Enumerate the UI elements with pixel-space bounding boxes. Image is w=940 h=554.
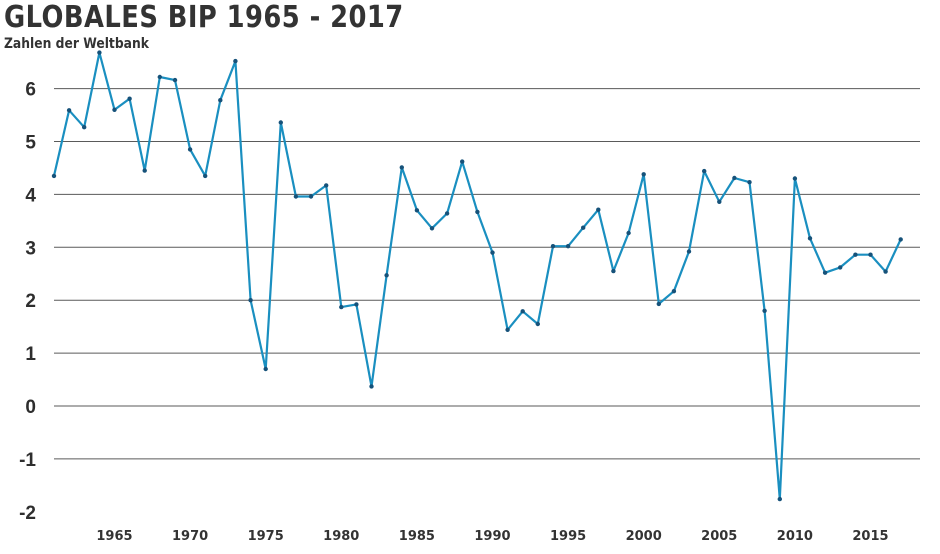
x-tick-label: 2015 — [852, 529, 888, 544]
y-tick-label: 1 — [25, 344, 36, 365]
data-point-1986 — [429, 226, 435, 231]
x-tick-label: 2005 — [701, 529, 737, 544]
x-axis-ticks: 1965 1970 1975 1980 1985 1990 1995 2000 2005 2010… — [96, 529, 888, 544]
x-tick-label: 1975 — [248, 529, 284, 544]
data-point-2015 — [868, 252, 873, 257]
data-point-1965 — [112, 107, 117, 113]
x-tick-label: 1990 — [474, 529, 510, 544]
data-point-2017 — [898, 237, 903, 242]
data-point-1991 — [505, 327, 510, 332]
data-point-1999 — [626, 230, 631, 236]
data-point-1983 — [384, 273, 389, 278]
chart-title: GLOBALES BIP 1965 - 2017 — [4, 0, 404, 35]
data-point-1978 — [308, 194, 314, 199]
data-point-2010 — [792, 176, 798, 181]
data-point-1962 — [66, 108, 72, 113]
data-point-1973 — [233, 58, 238, 64]
data-point-1967 — [142, 168, 147, 173]
data-point-2000 — [641, 172, 646, 177]
data-point-1969 — [172, 77, 178, 83]
data-point-1998 — [611, 268, 616, 274]
data-point-2011 — [807, 236, 813, 241]
data-point-1985 — [414, 208, 420, 213]
y-tick-label: -2 — [19, 503, 36, 524]
x-tick-label: 1970 — [172, 529, 208, 544]
data-point-2002 — [671, 289, 677, 294]
data-point-2006 — [732, 175, 737, 181]
data-point-2007 — [747, 180, 752, 185]
data-point-1963 — [82, 125, 87, 130]
data-point-1989 — [475, 209, 480, 215]
data-point-1980 — [339, 304, 344, 310]
y-tick-label: 4 — [25, 185, 36, 206]
data-point-2009 — [777, 496, 782, 502]
x-tick-label: 2010 — [777, 529, 813, 544]
data-point-1994 — [550, 244, 556, 249]
data-point-1997 — [596, 207, 601, 212]
y-tick-label: -1 — [19, 450, 36, 471]
x-tick-label: 1980 — [323, 529, 359, 544]
data-point-1990 — [490, 250, 495, 255]
data-point-2001 — [656, 301, 661, 307]
y-tick-label: 3 — [25, 238, 36, 259]
series-line — [52, 51, 902, 501]
data-point-1992 — [520, 309, 525, 314]
data-point-2004 — [702, 168, 707, 174]
data-point-1977 — [293, 194, 299, 199]
series-group — [51, 50, 903, 502]
data-point-2008 — [762, 308, 767, 313]
x-tick-label: 1965 — [96, 529, 132, 544]
data-point-2003 — [686, 249, 692, 254]
data-point-2012 — [822, 270, 828, 275]
data-point-2013 — [838, 265, 843, 270]
y-tick-label: 0 — [25, 397, 36, 418]
data-point-1968 — [157, 74, 162, 80]
data-point-2016 — [883, 269, 888, 274]
data-point-2014 — [853, 252, 858, 257]
data-point-1982 — [369, 384, 374, 389]
data-point-1981 — [354, 302, 359, 307]
data-point-1996 — [581, 225, 586, 230]
x-tick-label: 1995 — [550, 529, 586, 544]
y-tick-label: 5 — [25, 133, 36, 154]
data-point-1975 — [263, 366, 268, 372]
data-point-1964 — [97, 50, 102, 55]
data-point-1995 — [565, 244, 571, 249]
x-tick-label: 2000 — [626, 529, 662, 544]
chart-subtitle: Zahlen der Weltbank — [4, 36, 149, 52]
y-axis-ticks: 6 5 4 3 2 1 0 -1 -2 — [19, 80, 36, 524]
data-point-1966 — [127, 96, 132, 101]
data-point-1976 — [278, 120, 283, 125]
data-point-1979 — [324, 183, 329, 188]
data-point-1972 — [218, 98, 223, 103]
data-point-1961 — [51, 173, 57, 179]
data-point-1974 — [248, 298, 253, 303]
x-tick-label: 1985 — [399, 529, 435, 544]
data-point-1970 — [187, 147, 193, 152]
data-point-1987 — [444, 211, 450, 216]
y-tick-label: 2 — [25, 291, 36, 312]
data-point-1971 — [203, 173, 208, 179]
y-tick-label: 6 — [25, 80, 36, 101]
data-point-1993 — [535, 321, 540, 327]
data-point-1988 — [460, 159, 465, 164]
data-point-1984 — [399, 165, 404, 170]
data-point-2005 — [717, 199, 722, 204]
